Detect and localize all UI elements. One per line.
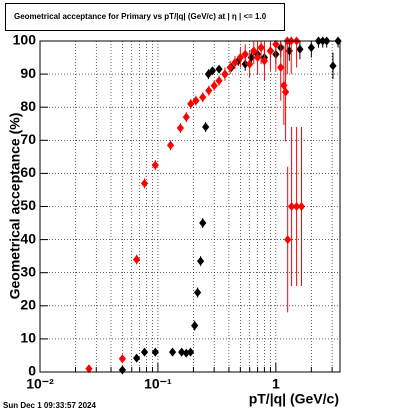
data-point bbox=[133, 254, 141, 264]
title-box bbox=[5, 3, 285, 31]
data-point bbox=[187, 99, 195, 109]
data-point bbox=[151, 160, 159, 170]
data-point bbox=[257, 43, 265, 53]
data-point bbox=[140, 178, 149, 188]
data-point bbox=[208, 66, 217, 76]
data-point bbox=[282, 87, 290, 97]
data-point bbox=[246, 59, 254, 69]
data-point bbox=[191, 321, 199, 331]
data-point bbox=[140, 347, 149, 357]
x-tick-label: 10⁻² bbox=[26, 376, 54, 392]
data-point bbox=[266, 46, 275, 56]
data-point bbox=[329, 61, 337, 71]
data-point bbox=[277, 62, 285, 72]
data-point bbox=[118, 354, 127, 364]
data-point bbox=[133, 353, 141, 363]
y-tick-label: 20 bbox=[20, 297, 36, 313]
data-point bbox=[178, 347, 186, 357]
data-point bbox=[166, 140, 175, 150]
data-point bbox=[151, 347, 159, 357]
data-point bbox=[284, 235, 292, 245]
y-tick-label: 30 bbox=[20, 263, 36, 279]
data-point bbox=[215, 64, 223, 74]
data-point bbox=[196, 256, 205, 266]
y-tick-label: 50 bbox=[20, 197, 36, 213]
data-point bbox=[293, 202, 301, 211]
data-point bbox=[202, 122, 210, 132]
y-tick-label: 0 bbox=[28, 363, 36, 379]
data-point bbox=[221, 69, 229, 79]
data-point bbox=[236, 53, 244, 63]
x-axis-label: pT/|q| (GeV/c) bbox=[249, 391, 339, 407]
y-axis-label: Geometrical acceptance (%) bbox=[7, 113, 23, 300]
data-point bbox=[215, 76, 223, 86]
data-point bbox=[182, 112, 190, 122]
data-point bbox=[250, 46, 258, 56]
data-point bbox=[297, 202, 306, 211]
chart-title: Geometrical acceptance for Primary vs pT… bbox=[14, 12, 267, 21]
plot-area bbox=[39, 36, 342, 375]
data-point bbox=[260, 56, 269, 66]
data-point bbox=[176, 123, 184, 133]
data-point bbox=[226, 62, 234, 72]
y-tick-label: 40 bbox=[20, 230, 36, 246]
data-point bbox=[241, 49, 249, 59]
y-tick-label: 70 bbox=[20, 131, 36, 147]
y-tick-label: 100 bbox=[13, 32, 37, 48]
data-point bbox=[168, 347, 177, 357]
data-point bbox=[199, 218, 207, 228]
x-tick-label: 10⁻¹ bbox=[144, 376, 172, 392]
x-tick-label: 1 bbox=[272, 376, 280, 392]
data-point bbox=[186, 347, 195, 357]
data-point bbox=[85, 364, 93, 374]
y-tick-label: 60 bbox=[20, 164, 36, 180]
data-point bbox=[287, 202, 296, 211]
data-point bbox=[192, 96, 200, 106]
y-tick-label: 10 bbox=[20, 330, 36, 346]
data-point bbox=[199, 92, 207, 102]
footer-date: Sun Dec 1 09:33:57 2024 bbox=[3, 401, 96, 410]
data-point bbox=[307, 43, 315, 53]
data-point bbox=[210, 81, 218, 91]
data-point bbox=[205, 86, 213, 96]
y-tick-label: 90 bbox=[20, 65, 36, 81]
data-point bbox=[296, 44, 304, 54]
data-point bbox=[231, 58, 239, 68]
data-point bbox=[272, 39, 280, 49]
y-tick-label: 80 bbox=[20, 98, 36, 114]
plot-frame bbox=[39, 40, 341, 373]
data-point bbox=[253, 53, 262, 63]
data-point bbox=[193, 288, 202, 298]
